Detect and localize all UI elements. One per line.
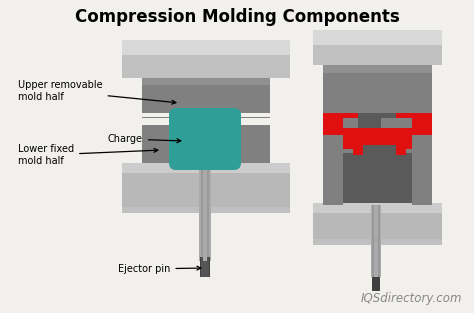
Bar xyxy=(371,205,381,277)
Bar xyxy=(142,125,178,165)
Bar xyxy=(323,65,432,73)
Bar xyxy=(122,163,290,173)
Bar xyxy=(313,203,442,213)
Bar xyxy=(313,203,442,245)
Bar xyxy=(323,128,432,135)
Bar xyxy=(412,135,432,205)
Bar xyxy=(323,65,432,128)
Bar xyxy=(396,113,416,118)
Bar xyxy=(323,135,343,205)
Bar xyxy=(232,125,270,135)
Bar xyxy=(199,165,211,261)
Bar xyxy=(142,113,178,117)
Bar xyxy=(412,113,432,128)
Bar xyxy=(178,117,232,121)
Polygon shape xyxy=(323,135,432,155)
Bar xyxy=(323,113,343,128)
Text: Upper removable
mold half: Upper removable mold half xyxy=(18,80,176,104)
Bar xyxy=(203,165,207,261)
Bar xyxy=(122,48,290,78)
Bar xyxy=(374,205,378,277)
Polygon shape xyxy=(323,113,432,128)
Bar xyxy=(313,239,442,245)
Bar xyxy=(142,78,270,85)
Bar xyxy=(122,163,290,213)
Bar xyxy=(201,165,209,261)
Bar xyxy=(313,39,442,65)
FancyBboxPatch shape xyxy=(169,108,241,170)
Bar xyxy=(122,40,290,78)
Bar xyxy=(200,257,210,277)
Bar xyxy=(142,125,270,131)
Bar xyxy=(323,128,432,205)
Polygon shape xyxy=(343,138,416,205)
Text: Lower fixed
mold half: Lower fixed mold half xyxy=(18,144,158,166)
Bar xyxy=(142,78,270,118)
Text: Compression Molding Components: Compression Molding Components xyxy=(74,8,400,26)
Bar xyxy=(313,37,442,45)
Text: IQSdirectory.com: IQSdirectory.com xyxy=(361,292,462,305)
Bar xyxy=(232,113,270,117)
Bar xyxy=(142,125,178,135)
Text: Ejector pin: Ejector pin xyxy=(118,264,201,274)
Polygon shape xyxy=(343,113,396,128)
Bar xyxy=(372,205,380,277)
Bar xyxy=(323,128,432,135)
Text: Charge: Charge xyxy=(108,134,181,144)
Bar xyxy=(122,47,290,55)
Bar xyxy=(178,125,232,158)
Bar xyxy=(372,273,380,291)
Bar xyxy=(122,207,290,213)
Bar xyxy=(343,113,358,118)
Bar xyxy=(142,125,270,165)
Bar xyxy=(201,257,209,277)
Bar xyxy=(313,30,442,65)
Bar xyxy=(232,125,270,165)
